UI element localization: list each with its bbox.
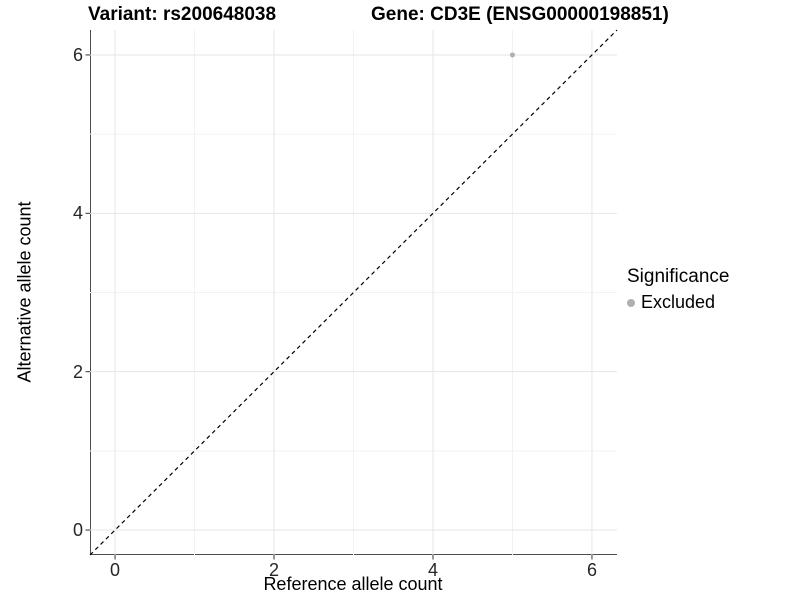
legend-item-label: Excluded xyxy=(641,292,716,312)
x-tick-label: 2 xyxy=(268,560,280,580)
plot-title-variant: Variant: rs200648038 xyxy=(88,4,277,25)
y-tick-label: 4 xyxy=(72,203,83,224)
y-tick-label: 0 xyxy=(72,520,83,541)
excluded-point-icon xyxy=(627,298,635,307)
x-axis-title: Reference allele count xyxy=(263,574,443,594)
x-tick-label: 4 xyxy=(427,560,438,580)
y-tick-label: 6 xyxy=(72,44,83,65)
x-tick-label: 6 xyxy=(586,560,597,580)
y-axis-title: Alternative allele count xyxy=(14,201,35,383)
legend-title: Significance xyxy=(627,266,730,287)
plot-title-gene: Gene: CD3E (ENSG00000198851) xyxy=(371,4,669,25)
legend-item-excluded: Excluded xyxy=(627,292,729,313)
x-tick-label: 0 xyxy=(110,560,121,580)
legend: Significance Excluded xyxy=(627,266,729,313)
y-tick-label: 2 xyxy=(72,361,83,382)
plot-panel xyxy=(90,30,617,555)
